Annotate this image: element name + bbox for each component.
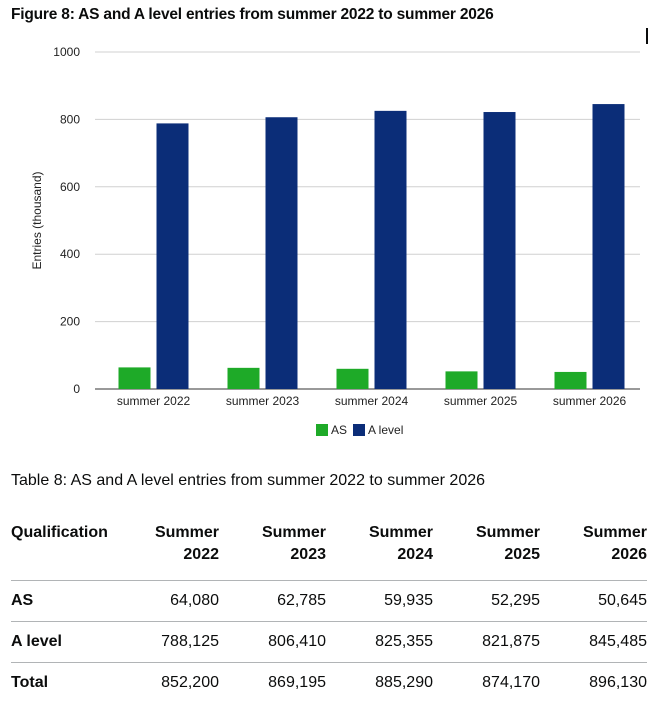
- bar-as: [228, 368, 260, 389]
- y-tick-label: 1000: [53, 45, 80, 59]
- row-label-total: Total: [11, 663, 131, 703]
- x-tick-label: summer 2024: [335, 394, 409, 408]
- table-cell: 896,130: [540, 663, 647, 703]
- table-cell: 806,410: [219, 622, 326, 663]
- x-tick-label: summer 2025: [444, 394, 518, 408]
- x-tick-label: summer 2022: [117, 394, 191, 408]
- table-cell: 845,485: [540, 622, 647, 663]
- legend-label: AS: [331, 423, 347, 437]
- table-caption: Table 8: AS and A level entries from sum…: [11, 472, 485, 490]
- row-label-a-level: A level: [11, 622, 131, 663]
- table-cell: 852,200: [131, 663, 219, 703]
- table-cell: 62,785: [219, 581, 326, 622]
- bar-as: [446, 371, 478, 389]
- x-tick-label: summer 2023: [226, 394, 300, 408]
- bar-a-level: [157, 123, 189, 389]
- bar-chart: 0 200 400 600 800 1000 Entries (thousand) summe…: [0, 36, 651, 446]
- table-cell: 50,645: [540, 581, 647, 622]
- legend-swatch: [316, 424, 328, 436]
- table-cell: 885,290: [326, 663, 433, 703]
- bar-as: [555, 372, 587, 389]
- table-cell: 64,080: [131, 581, 219, 622]
- bar-as: [119, 367, 151, 389]
- y-tick-label: 600: [60, 180, 80, 194]
- y-tick-label: 400: [60, 247, 80, 261]
- table-cell: 874,170: [433, 663, 540, 703]
- bar-a-level: [484, 112, 516, 389]
- bar-as: [337, 369, 369, 389]
- y-axis-title: Entries (thousand): [30, 171, 44, 269]
- table-cell: 788,125: [131, 622, 219, 663]
- table-cell: 59,935: [326, 581, 433, 622]
- table-cell: 821,875: [433, 622, 540, 663]
- table-row: AS 64,080 62,785 59,935 52,295 50,645: [11, 581, 647, 622]
- bar-a-level: [266, 117, 298, 389]
- table-cell: 52,295: [433, 581, 540, 622]
- table-row: A level 788,125 806,410 825,355 821,875 …: [11, 622, 647, 663]
- table-cell: 825,355: [326, 622, 433, 663]
- header-qualification: Qualification: [11, 516, 131, 581]
- bar-a-level: [593, 104, 625, 389]
- table-row: Total 852,200 869,195 885,290 874,170 89…: [11, 663, 647, 703]
- table-cell: 869,195: [219, 663, 326, 703]
- legend-swatch: [353, 424, 365, 436]
- bar-a-level: [375, 111, 407, 389]
- figure-title: Figure 8: AS and A level entries from su…: [11, 6, 494, 24]
- y-tick-label: 800: [60, 112, 80, 126]
- x-tick-label: summer 2026: [553, 394, 627, 408]
- row-label-as: AS: [11, 581, 131, 622]
- y-tick-label: 200: [60, 315, 80, 329]
- y-tick-label: 0: [73, 382, 80, 396]
- legend-label: A level: [368, 423, 403, 437]
